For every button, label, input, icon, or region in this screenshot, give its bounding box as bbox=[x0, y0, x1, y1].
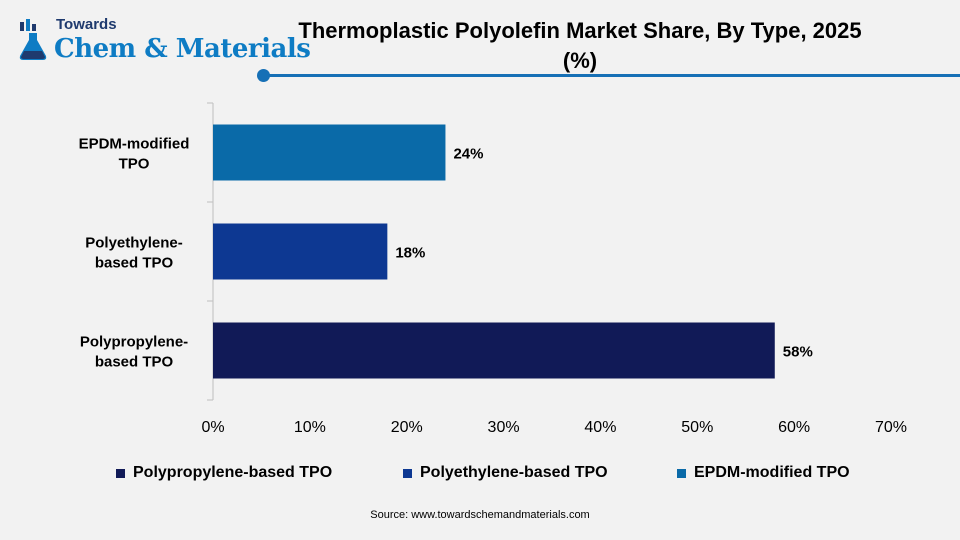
data-label: 18% bbox=[395, 245, 425, 262]
x-tick-label: 40% bbox=[584, 419, 616, 436]
brand-name: Chem & Materials bbox=[54, 34, 311, 64]
data-label: 24% bbox=[453, 146, 483, 163]
category-label: Polyethylene-based TPO bbox=[85, 235, 183, 272]
x-tick-label: 0% bbox=[201, 419, 224, 436]
legend-label: Polypropylene-based TPO bbox=[133, 464, 333, 481]
brand-small-text: Towards bbox=[56, 16, 117, 33]
legend-swatch bbox=[403, 468, 412, 478]
legend-item: Polypropylene-based TPO bbox=[116, 464, 332, 482]
legend-swatch bbox=[116, 468, 125, 478]
x-tick-label: 70% bbox=[875, 419, 907, 436]
bar bbox=[213, 124, 446, 181]
chart-legend: Polypropylene-based TPO Polyethylene-base… bbox=[0, 464, 960, 486]
x-tick-label: 30% bbox=[488, 419, 520, 436]
legend-item: EPDM-modified TPO bbox=[677, 464, 850, 482]
legend-label: Polyethylene-based TPO bbox=[420, 464, 608, 481]
brand-logo: Towards Chem & Materials bbox=[18, 14, 311, 70]
legend-swatch bbox=[677, 468, 686, 478]
title-underline bbox=[263, 74, 960, 77]
x-tick-label: 50% bbox=[681, 419, 713, 436]
source-note: Source: www.towardschemandmaterials.com bbox=[370, 509, 590, 521]
legend-label: EPDM-modified TPO bbox=[694, 464, 850, 481]
title-underline-dot bbox=[257, 69, 270, 82]
category-label: EPDM-modified TPO bbox=[79, 136, 190, 173]
category-label: Polypropylene-based TPO bbox=[80, 334, 188, 371]
bar bbox=[213, 322, 775, 379]
x-tick-label: 10% bbox=[294, 419, 326, 436]
chart-title: Thermoplastic Polyolefin Market Share, B… bbox=[298, 18, 862, 73]
data-label: 58% bbox=[783, 344, 813, 361]
flask-logo-icon bbox=[19, 19, 47, 60]
bar bbox=[213, 223, 388, 280]
bar-chart: 24% EPDM-modified TPO 18% Polyethylene-based… bbox=[79, 102, 907, 436]
x-tick-label: 20% bbox=[391, 419, 423, 436]
legend-item: Polyethylene-based TPO bbox=[403, 464, 608, 482]
x-tick-label: 60% bbox=[778, 419, 810, 436]
